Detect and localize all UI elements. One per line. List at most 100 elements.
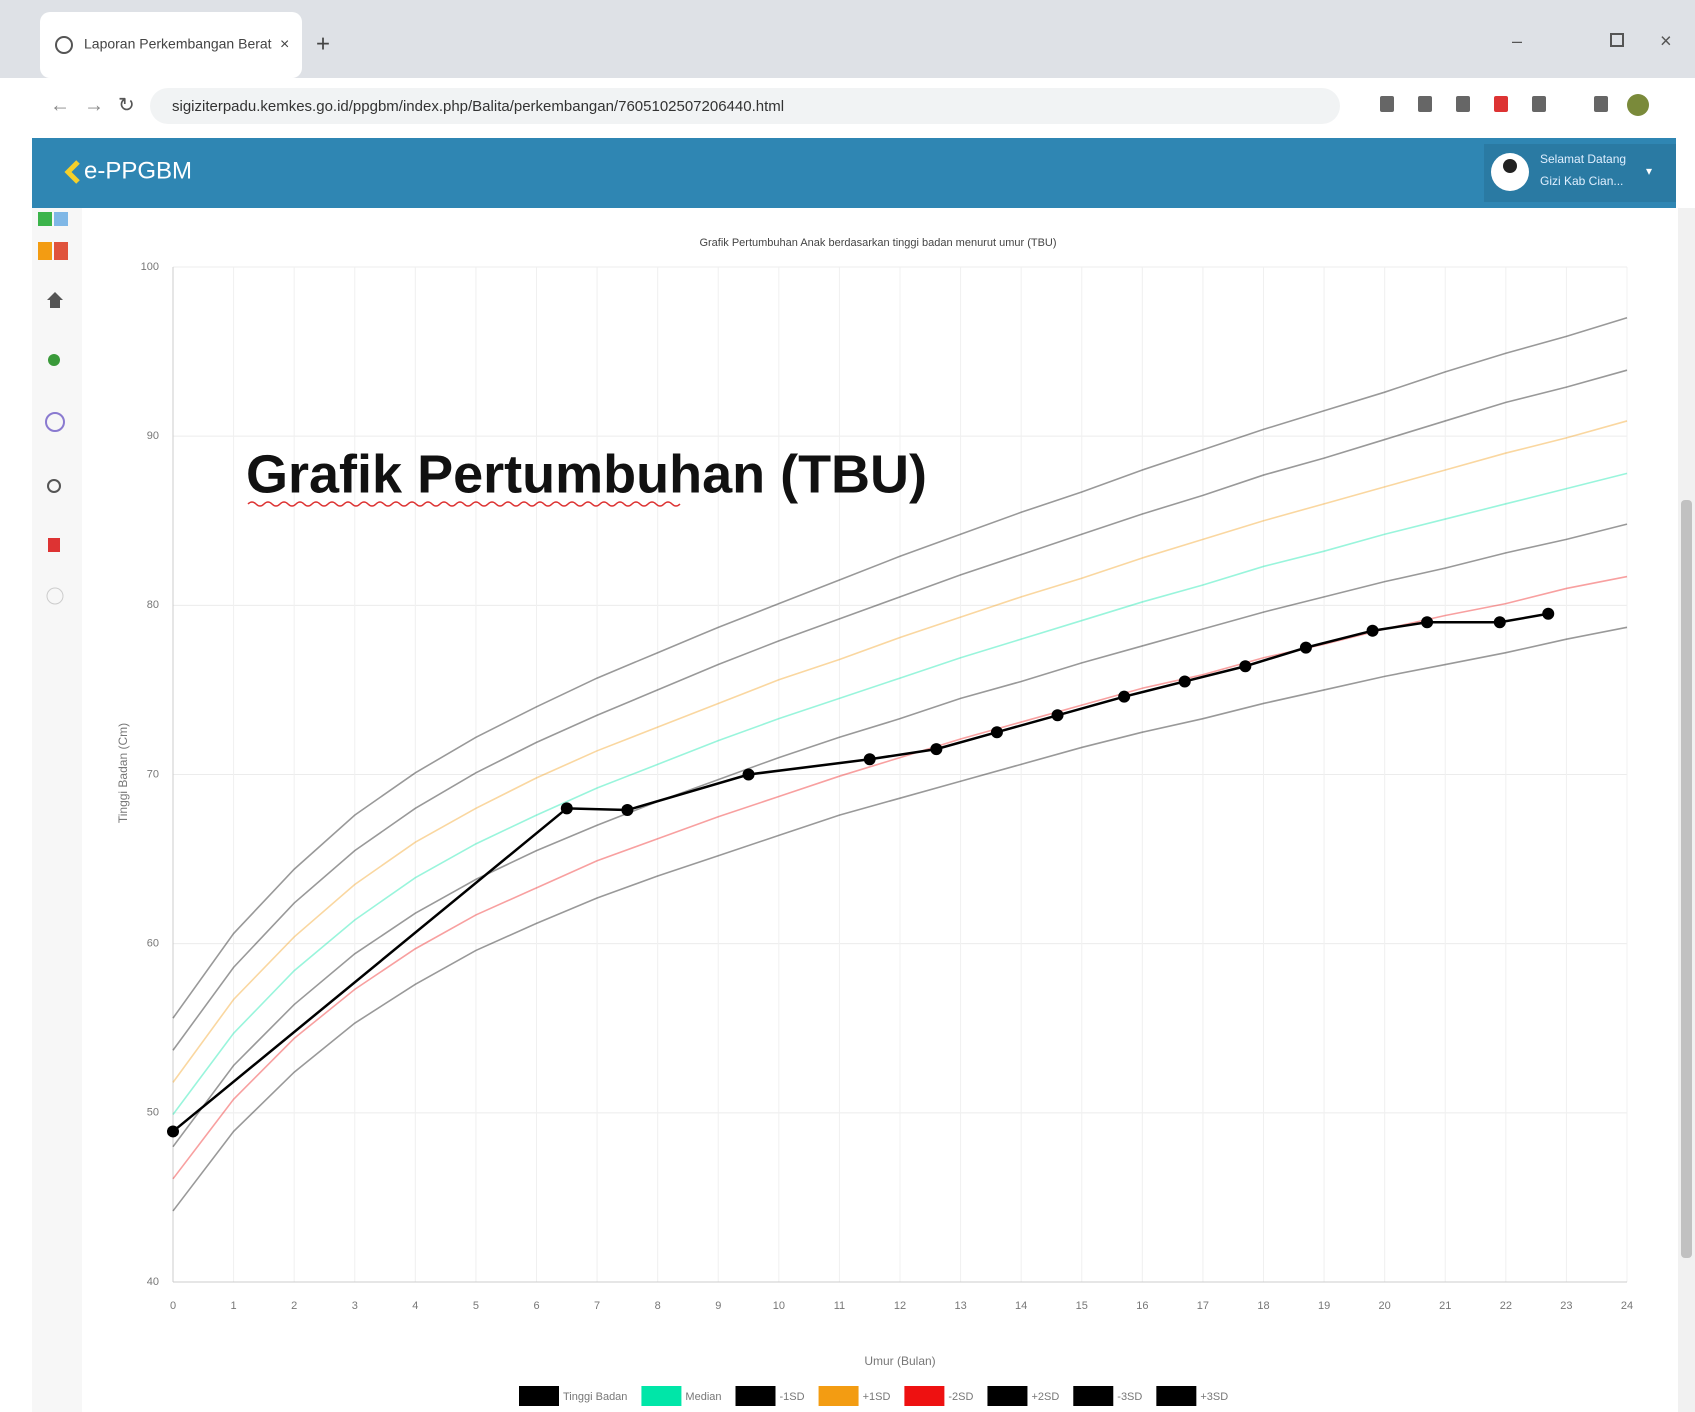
- x-tick-label: 15: [1076, 1300, 1088, 1312]
- tab-close[interactable]: ×: [280, 36, 289, 53]
- y-tick-label: 60: [147, 938, 159, 950]
- legend-swatch: [1073, 1386, 1113, 1406]
- x-tick-label: 18: [1257, 1300, 1269, 1312]
- window-minimize[interactable]: –: [1512, 31, 1522, 51]
- extension-icon[interactable]: [1380, 96, 1394, 112]
- legend: Tinggi Badan Median -1SD +1SD -2SD +2SD -3SD +3…: [519, 1386, 1228, 1406]
- x-tick-label: 2: [291, 1300, 297, 1312]
- user-dropdown[interactable]: ▾: [1646, 164, 1652, 178]
- y-tick-label: 50: [147, 1107, 159, 1119]
- legend-swatch: [736, 1386, 776, 1406]
- x-tick-label: 20: [1379, 1300, 1391, 1312]
- annotation: Grafik Pertumbuhan (TBU): [246, 444, 927, 504]
- x-tick-label: 5: [473, 1300, 479, 1312]
- legend-label: -3SD: [1117, 1391, 1142, 1403]
- user-greeting: Selamat Datang: [1540, 152, 1626, 166]
- legend-label: Median: [685, 1391, 721, 1403]
- data-point: [1542, 608, 1554, 620]
- avatar-head: [1503, 159, 1517, 173]
- x-tick-label: 16: [1136, 1300, 1148, 1312]
- x-tick-label: 9: [715, 1300, 721, 1312]
- data-point: [621, 804, 633, 816]
- download-icon[interactable]: [48, 538, 60, 552]
- legend-label: +1SD: [863, 1391, 891, 1403]
- user-name: Gizi Kab Cian...: [1540, 174, 1623, 188]
- brand[interactable]: e-PPGBM: [84, 157, 192, 184]
- sidebar: [32, 208, 82, 1412]
- y-tick-label: 80: [147, 599, 159, 611]
- x-tick-label: 4: [412, 1300, 418, 1312]
- y-tick-label: 40: [147, 1276, 159, 1288]
- data-point: [864, 753, 876, 765]
- x-tick-label: 10: [773, 1300, 785, 1312]
- y-tick-label: 90: [147, 430, 159, 442]
- data-point: [991, 726, 1003, 738]
- profile-icon[interactable]: [1627, 94, 1649, 116]
- x-tick-label: 7: [594, 1300, 600, 1312]
- legend-label: -2SD: [948, 1391, 973, 1403]
- data-point: [1052, 709, 1064, 721]
- forward-button[interactable]: →: [84, 94, 104, 116]
- data-point: [743, 769, 755, 781]
- screen: Laporan Perkembangan Berat × + – × ← → ↻…: [0, 0, 1695, 1412]
- x-tick-label: 19: [1318, 1300, 1330, 1312]
- legend-label: +2SD: [1031, 1391, 1059, 1403]
- x-tick-label: 23: [1560, 1300, 1572, 1312]
- extension-icon[interactable]: [1532, 96, 1546, 112]
- chart-title: Grafik Pertumbuhan Anak berdasarkan ting…: [699, 237, 1056, 249]
- extension-icon[interactable]: [1594, 96, 1608, 112]
- data-point: [1118, 691, 1130, 703]
- extension-icon[interactable]: [1494, 96, 1508, 112]
- extension-icon[interactable]: [1418, 96, 1432, 112]
- legend-swatch: [904, 1386, 944, 1406]
- data-point: [1179, 675, 1191, 687]
- back-button[interactable]: ←: [50, 94, 70, 116]
- logo-tile: [38, 212, 52, 226]
- x-tick-label: 17: [1197, 1300, 1209, 1312]
- app-header: [32, 138, 1676, 208]
- data-point: [1421, 616, 1433, 628]
- x-tick-label: 24: [1621, 1300, 1633, 1312]
- new-tab[interactable]: +: [316, 30, 330, 57]
- logo-tile: [54, 242, 68, 260]
- x-tick-label: 22: [1500, 1300, 1512, 1312]
- x-axis-label: Umur (Bulan): [864, 1354, 935, 1368]
- menu-icon[interactable]: [48, 354, 60, 366]
- tab-title: Laporan Perkembangan Berat: [84, 36, 272, 52]
- x-tick-label: 12: [894, 1300, 906, 1312]
- reload-button[interactable]: ↻: [118, 94, 135, 116]
- data-point: [561, 802, 573, 814]
- x-tick-label: 13: [954, 1300, 966, 1312]
- legend-swatch: [987, 1386, 1027, 1406]
- data-point: [1239, 660, 1251, 672]
- scrollbar-thumb[interactable]: [1681, 500, 1692, 1258]
- legend-swatch: [819, 1386, 859, 1406]
- x-tick-label: 21: [1439, 1300, 1451, 1312]
- y-tick-label: 100: [141, 261, 159, 273]
- x-tick-label: 6: [533, 1300, 539, 1312]
- extension-icon[interactable]: [1456, 96, 1470, 112]
- x-tick-label: 11: [834, 1300, 845, 1312]
- legend-swatch: [519, 1386, 559, 1406]
- data-point: [1367, 625, 1379, 637]
- x-tick-label: 14: [1015, 1300, 1027, 1312]
- x-tick-label: 8: [655, 1300, 661, 1312]
- y-tick-label: 70: [147, 768, 159, 780]
- data-point: [1300, 642, 1312, 654]
- logo-tile: [54, 212, 68, 226]
- x-tick-label: 3: [352, 1300, 358, 1312]
- legend-label: +3SD: [1200, 1391, 1228, 1403]
- page: Laporan Perkembangan Berat × + – × ← → ↻…: [0, 0, 1695, 1412]
- x-tick-label: 1: [231, 1300, 237, 1312]
- window-close[interactable]: ×: [1660, 30, 1672, 52]
- logo-tile: [38, 242, 52, 260]
- url: sigiziterpadu.kemkes.go.id/ppgbm/index.p…: [172, 98, 784, 115]
- data-point: [930, 743, 942, 755]
- legend-swatch: [641, 1386, 681, 1406]
- y-axis-label: Tinggi Badan (Cm): [116, 723, 130, 823]
- legend-swatch: [1156, 1386, 1196, 1406]
- data-point: [167, 1125, 179, 1137]
- legend-label: -1SD: [780, 1391, 805, 1403]
- legend-label: Tinggi Badan: [563, 1391, 627, 1403]
